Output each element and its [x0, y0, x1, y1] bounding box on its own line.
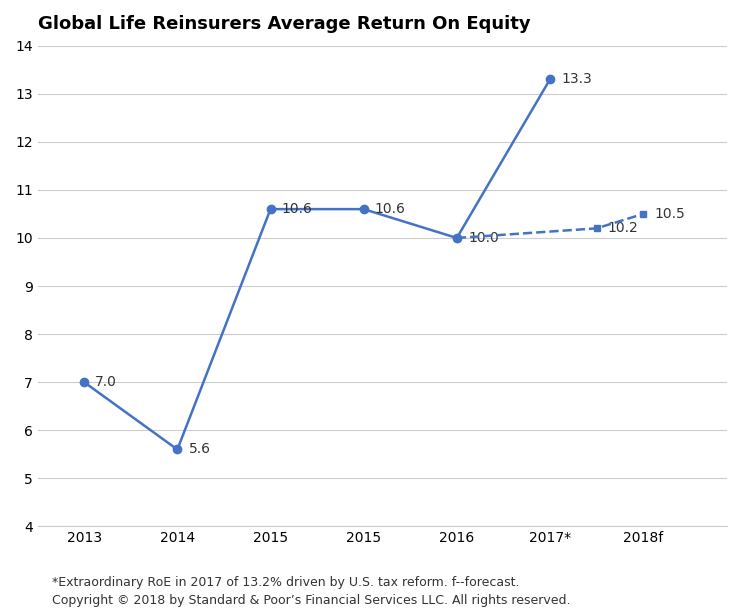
Text: 13.3: 13.3 — [561, 72, 592, 86]
Text: 10.6: 10.6 — [282, 202, 312, 216]
Text: 10.6: 10.6 — [375, 202, 406, 216]
Text: 10.2: 10.2 — [608, 221, 639, 235]
Text: Copyright © 2018 by Standard & Poor’s Financial Services LLC. All rights reserve: Copyright © 2018 by Standard & Poor’s Fi… — [52, 594, 571, 607]
Text: 7.0: 7.0 — [96, 375, 117, 389]
Text: 10.5: 10.5 — [654, 207, 685, 221]
Text: Global Life Reinsurers Average Return On Equity: Global Life Reinsurers Average Return On… — [38, 15, 531, 33]
Text: 5.6: 5.6 — [188, 443, 211, 457]
Text: *Extraordinary RoE in 2017 of 13.2% driven by U.S. tax reform. f--forecast.: *Extraordinary RoE in 2017 of 13.2% driv… — [52, 576, 519, 588]
Text: 10.0: 10.0 — [468, 231, 499, 245]
